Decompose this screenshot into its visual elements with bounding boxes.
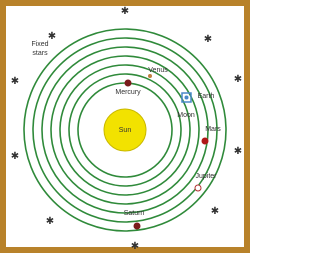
venus (148, 74, 152, 78)
planet-label: Venus (148, 67, 168, 74)
sun-label: Sun (119, 127, 132, 134)
jupiter (195, 185, 201, 191)
planet-label: Mars (205, 126, 221, 133)
svg-text:✱: ✱ (11, 76, 19, 87)
svg-text:✱: ✱ (121, 6, 129, 17)
svg-text:✱: ✱ (234, 146, 242, 157)
svg-text:✱: ✱ (48, 31, 56, 42)
saturn (134, 223, 141, 230)
planet-label: Mercury (115, 89, 141, 96)
planet-label: Earth (198, 93, 215, 100)
svg-text:✱: ✱ (211, 206, 219, 217)
planet-label: Jupiter (195, 173, 217, 180)
svg-text:✱: ✱ (46, 216, 54, 227)
svg-text:✱: ✱ (131, 241, 139, 252)
svg-text:✱: ✱ (204, 34, 212, 45)
fixed-stars-label: stars (32, 50, 48, 57)
svg-text:✱: ✱ (11, 151, 19, 162)
fixed-stars-label: Fixed (31, 41, 48, 48)
svg-text:✱: ✱ (234, 74, 242, 85)
planet-label: Saturn (124, 210, 145, 217)
planet-label: Moon (177, 112, 195, 119)
mercury (125, 80, 132, 87)
mars (202, 138, 209, 145)
diagram: Sun ✱ ✱ ✱ ✱ ✱ ✱ ✱ ✱ ✱ ✱ Fixed stars Merc… (0, 0, 250, 253)
earth-dot (185, 96, 189, 100)
